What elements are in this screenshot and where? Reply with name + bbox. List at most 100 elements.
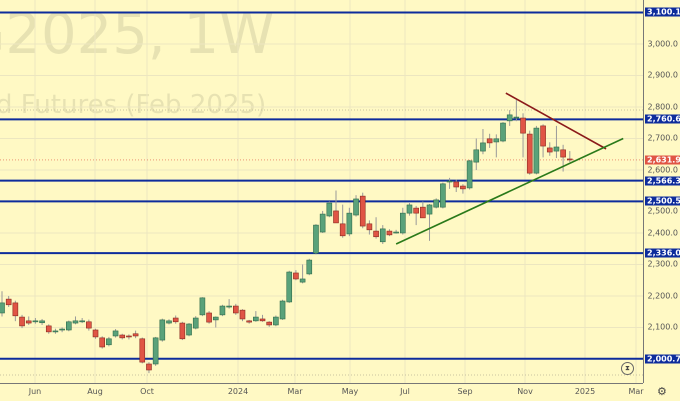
candle-down: [266, 321, 273, 326]
price-tick-label: 2,900.0: [647, 70, 678, 80]
candle-down: [92, 329, 99, 338]
candle-up: [79, 320, 85, 323]
candle-down: [179, 322, 186, 340]
candle-down: [259, 318, 266, 322]
candle-up: [533, 127, 540, 174]
candle-down: [172, 317, 179, 323]
candle-down: [386, 230, 393, 236]
time-tick-label: May: [341, 387, 359, 396]
candle-up: [426, 204, 433, 215]
time-tick-label: 2024: [227, 387, 249, 396]
time-tick-label: Jul: [400, 387, 410, 396]
candle-down: [233, 305, 239, 314]
candle-down: [413, 207, 419, 214]
candle-up: [406, 204, 413, 214]
candle-down: [25, 320, 32, 324]
candle-down: [126, 335, 132, 338]
settings-gear-icon[interactable]: ⚙: [657, 385, 667, 398]
level-price-label: 3,100.1: [645, 7, 680, 17]
candle-down: [460, 185, 466, 190]
candle-down: [146, 363, 152, 371]
candle-down: [453, 181, 460, 188]
time-tick-label: Aug: [87, 387, 103, 396]
candle-down: [246, 320, 252, 323]
candle-up: [480, 142, 486, 152]
price-tick-label: 2,800.0: [647, 102, 678, 112]
price-axis[interactable]: 3,100.1 2,760.6 2,566.3 2,500.5 2,336.0 2,000…: [643, 0, 680, 383]
candle-down: [540, 125, 546, 147]
time-tick-label: 2025: [574, 387, 596, 396]
candle-down: [526, 133, 533, 174]
replay-clock-icon[interactable]: ⧗: [621, 362, 634, 375]
candle-up: [152, 337, 159, 365]
candle-up: [253, 316, 259, 322]
candle-up: [493, 138, 500, 143]
candle-up: [59, 328, 65, 331]
time-tick-label: Jun: [28, 387, 42, 396]
time-tick-label: Mar: [628, 387, 644, 396]
candle-down: [359, 195, 366, 227]
candle-down: [99, 337, 105, 348]
candle-up: [553, 146, 560, 152]
candle-up: [192, 317, 199, 329]
candle-up: [159, 319, 166, 341]
candle-up: [393, 231, 399, 234]
candle-up: [219, 305, 226, 316]
candle-up: [72, 320, 79, 324]
resistance-trend-line: [505, 92, 607, 150]
candle-down: [132, 333, 139, 337]
price-tick-label: 2,400.0: [647, 228, 678, 238]
candle-down: [566, 158, 573, 161]
candle-down: [333, 210, 339, 224]
candle-down: [339, 223, 346, 237]
candle-down: [12, 302, 19, 317]
candle-up: [313, 224, 319, 254]
time-axis[interactable]: Jun Aug Oct 2024 Mar May Jul Sep Nov 2025 Mar: [0, 383, 644, 401]
candle-down: [520, 117, 526, 134]
price-tick-label: 2,600.0: [647, 165, 678, 175]
candle-up: [0, 302, 5, 314]
time-tick-label: Sep: [457, 387, 473, 396]
price-tick-label: 2,100.0: [647, 322, 678, 332]
candle-up: [273, 316, 279, 326]
candle-up: [212, 316, 219, 321]
candle-down: [119, 334, 126, 339]
candle-down: [546, 147, 553, 153]
candle-up: [279, 300, 286, 320]
support-trend-line: [395, 137, 624, 245]
candlestick-chart[interactable]: [0, 0, 643, 383]
candle-down: [206, 312, 212, 323]
level-price-label: 2,566.3: [645, 176, 680, 186]
candle-down: [19, 316, 25, 327]
candle-up: [466, 160, 473, 189]
chart-plot-area[interactable]: G2025, 1W d Futures (Feb 2025) ⧗: [0, 0, 643, 383]
price-tick-label: 3,000.0: [647, 39, 678, 49]
candle-up: [319, 213, 326, 233]
watermark-name: d Futures (Feb 2025): [0, 90, 267, 120]
candle-up: [473, 149, 480, 163]
candle-up: [399, 212, 406, 234]
candle-down: [5, 298, 12, 306]
time-tick-label: Oct: [140, 387, 154, 396]
candle-up: [39, 320, 45, 324]
candle-down: [86, 321, 92, 329]
candle-up: [446, 180, 453, 183]
candle-up: [433, 199, 440, 208]
candle-down: [366, 223, 373, 231]
level-price-label: 2,760.6: [645, 114, 680, 124]
candle-down: [239, 309, 246, 320]
price-tick-label: 2,500.0: [647, 206, 678, 216]
candle-up: [306, 259, 313, 275]
level-price-label: 2,336.0: [645, 248, 680, 258]
candle-up: [66, 321, 72, 331]
candle-up: [440, 183, 446, 208]
level-price-label: 2,000.7: [645, 354, 680, 364]
candle-down: [139, 338, 146, 363]
candle-up: [326, 202, 333, 217]
candle-up: [52, 330, 59, 333]
candle-up: [299, 278, 306, 283]
candle-down: [45, 325, 52, 333]
candle-up: [286, 271, 293, 303]
candle-up: [379, 228, 386, 243]
candle-down: [293, 272, 299, 280]
